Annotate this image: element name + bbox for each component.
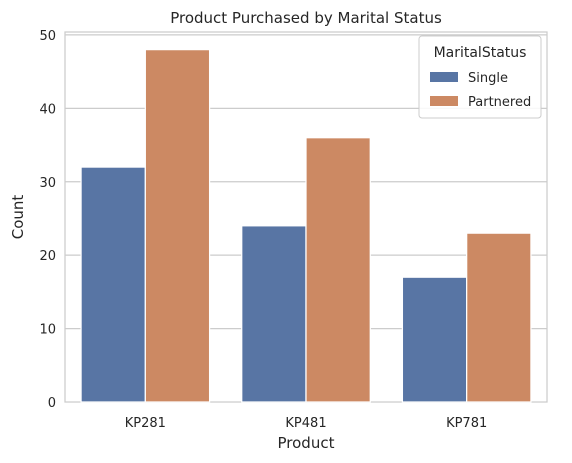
bar-single-kp281 <box>80 166 146 403</box>
y-tick-label: 10 <box>39 323 56 338</box>
legend-swatch-single <box>430 72 458 82</box>
legend-items: Single Partnered <box>430 71 531 110</box>
legend-label-partnered: Partnered <box>468 95 531 110</box>
bar-partnered-kp781 <box>466 232 532 403</box>
bar-single-kp481 <box>241 225 307 403</box>
x-tick-label: KP781 <box>446 416 487 431</box>
legend-title: MaritalStatus <box>434 45 527 61</box>
y-tick-label: 20 <box>39 249 56 264</box>
y-axis-title: Count <box>9 195 27 240</box>
x-axis-title: Product <box>278 434 335 452</box>
legend-swatch-partnered <box>430 96 458 106</box>
bars <box>80 48 532 403</box>
x-tick-label: KP481 <box>285 416 326 431</box>
y-tick-label: 30 <box>39 176 56 191</box>
y-tick-label: 0 <box>48 396 56 411</box>
bar-partnered-kp281 <box>144 48 211 403</box>
legend: MaritalStatus Single Partnered <box>418 35 542 119</box>
chart-title: Product Purchased by Marital Status <box>170 9 442 27</box>
x-axis-ticks: KP281 KP481 KP781 <box>125 416 488 431</box>
y-tick-label: 50 <box>39 29 56 44</box>
y-axis-ticks: 0 10 20 30 40 50 <box>39 29 56 411</box>
y-tick-label: 40 <box>39 102 56 117</box>
legend-label-single: Single <box>468 71 508 86</box>
x-tick-label: KP281 <box>125 416 166 431</box>
bar-single-kp781 <box>401 276 468 403</box>
bar-partnered-kp481 <box>305 137 371 403</box>
